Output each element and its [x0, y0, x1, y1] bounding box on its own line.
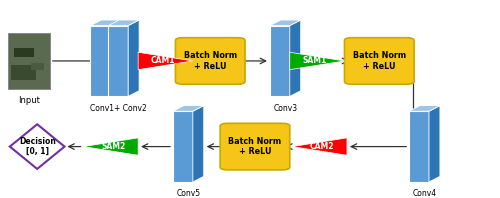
Polygon shape: [108, 20, 139, 26]
Polygon shape: [173, 111, 193, 182]
Polygon shape: [90, 26, 110, 96]
Polygon shape: [270, 20, 300, 26]
Polygon shape: [429, 106, 440, 182]
Bar: [12, 65, 36, 80]
Polygon shape: [84, 138, 138, 155]
Text: Conv1+ Conv2: Conv1+ Conv2: [90, 104, 146, 113]
Polygon shape: [10, 124, 64, 169]
Text: SAM2: SAM2: [102, 142, 126, 151]
Text: Input: Input: [18, 96, 40, 106]
Text: SAM1: SAM1: [302, 56, 326, 66]
Polygon shape: [409, 106, 440, 111]
Text: CAM2: CAM2: [310, 142, 334, 151]
Bar: [14, 48, 34, 57]
Text: Conv5: Conv5: [176, 189, 201, 198]
Polygon shape: [292, 138, 347, 155]
Polygon shape: [193, 106, 204, 182]
Bar: [8, 33, 50, 89]
Text: Conv4: Conv4: [412, 189, 436, 198]
FancyBboxPatch shape: [220, 123, 290, 170]
Text: CAM1: CAM1: [150, 56, 175, 66]
Bar: [31, 63, 44, 70]
Polygon shape: [90, 20, 121, 26]
Polygon shape: [290, 20, 300, 96]
Text: Batch Norm
+ ReLU: Batch Norm + ReLU: [352, 51, 406, 71]
Polygon shape: [270, 26, 290, 96]
Polygon shape: [409, 111, 429, 182]
Polygon shape: [110, 20, 121, 96]
Text: Batch Norm
+ ReLU: Batch Norm + ReLU: [184, 51, 237, 71]
Text: Batch Norm
+ ReLU: Batch Norm + ReLU: [228, 137, 281, 156]
FancyBboxPatch shape: [176, 38, 245, 84]
Polygon shape: [138, 52, 193, 70]
FancyBboxPatch shape: [344, 38, 414, 84]
Text: Decision
[0, 1]: Decision [0, 1]: [19, 137, 56, 156]
Polygon shape: [108, 26, 128, 96]
Polygon shape: [290, 52, 344, 70]
Polygon shape: [173, 106, 204, 111]
Text: Conv3: Conv3: [273, 104, 297, 113]
Polygon shape: [128, 20, 139, 96]
